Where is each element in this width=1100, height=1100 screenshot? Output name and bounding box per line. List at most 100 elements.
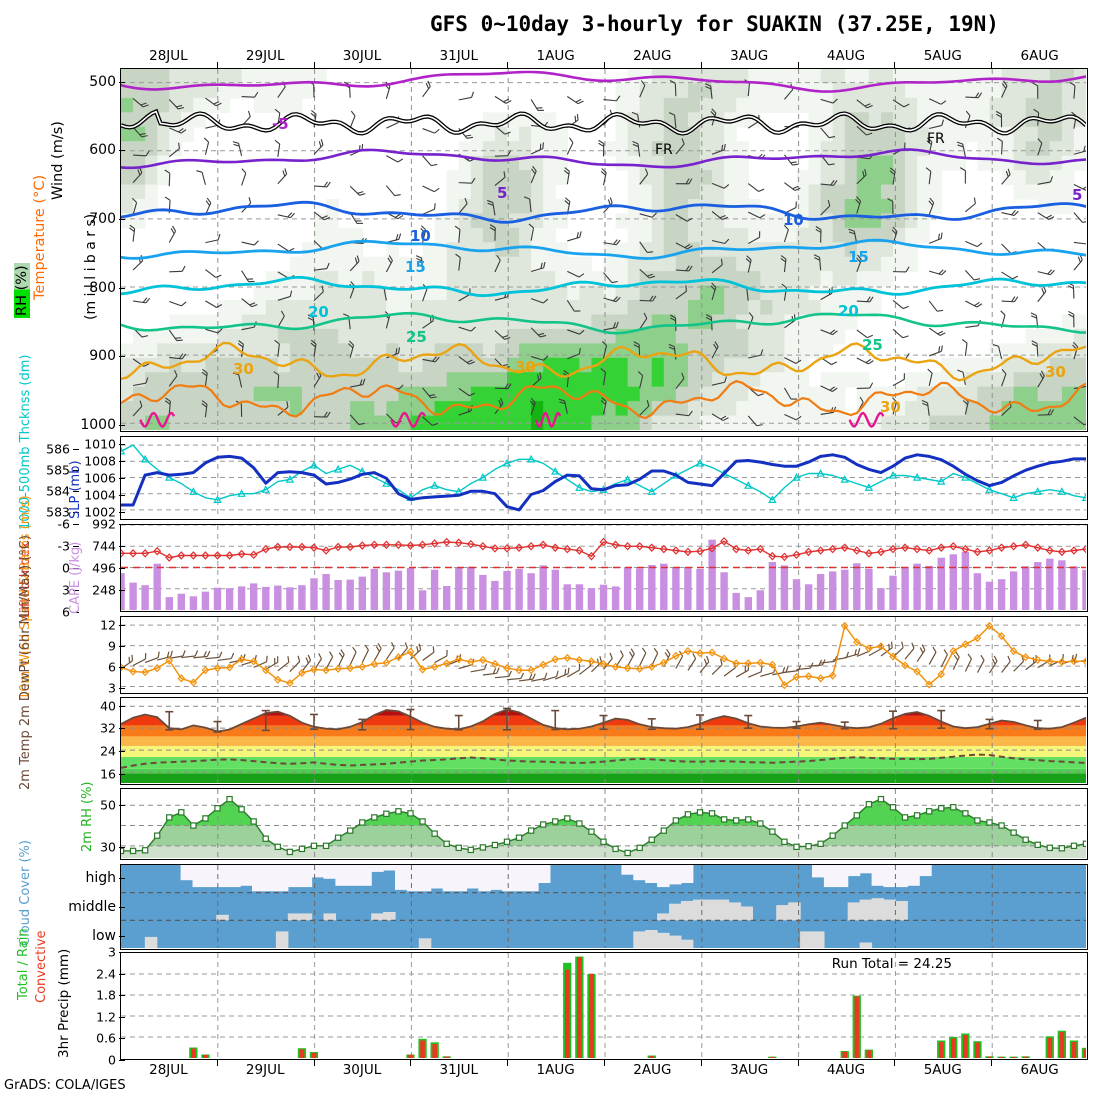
date-label: 29JUL xyxy=(245,48,285,64)
contour-label: 30 xyxy=(233,360,254,378)
date-tick xyxy=(700,1060,702,1066)
axis-tick xyxy=(119,728,125,730)
date-label: 31JUL xyxy=(439,48,479,64)
axis-caption-precip: 3hr Precip (mm) xyxy=(56,948,72,1058)
contour-label: 30 xyxy=(880,398,901,416)
axis-tick-label: 9 xyxy=(108,638,116,654)
sounding-panel xyxy=(120,68,1088,432)
axis-tick-label: 700 xyxy=(89,211,116,228)
axis-tick xyxy=(73,612,79,613)
axis-tick xyxy=(119,688,125,690)
axis-tick xyxy=(119,511,125,513)
contour-label: 20 xyxy=(838,302,859,320)
axis-tick xyxy=(119,750,125,752)
axis-tick-label: 0 xyxy=(62,560,70,576)
slp-thickness-panel xyxy=(120,436,1088,520)
axis-tick-label: -6 xyxy=(57,516,70,532)
axis-tick-label: 0.6 xyxy=(96,1030,116,1046)
axis-tick-label: 585 xyxy=(46,462,70,478)
date-tick xyxy=(797,1060,799,1066)
axis-tick xyxy=(119,907,125,908)
axis-tick xyxy=(119,878,125,880)
axis-tick xyxy=(73,448,79,450)
axis-tick xyxy=(119,568,125,569)
axis-tick-label: 1.2 xyxy=(96,1009,116,1025)
axis-tick-label: -3 xyxy=(57,538,70,554)
date-label: 30JUL xyxy=(342,1062,382,1078)
date-label: 28JUL xyxy=(149,48,188,64)
date-label: 2AUG xyxy=(633,48,672,64)
contour-label: 25 xyxy=(862,336,883,354)
date-tick xyxy=(797,62,799,68)
date-label: 4AUG xyxy=(826,48,866,64)
axis-tick-label: 16 xyxy=(100,766,116,782)
axis-tick-label: 1010 xyxy=(84,436,116,452)
axis-tick-label: 32 xyxy=(100,720,116,736)
date-label: 2AUG xyxy=(633,1062,672,1078)
date-label: 1AUG xyxy=(536,1062,575,1078)
contour-label: 30 xyxy=(515,358,536,376)
date-label: 4AUG xyxy=(826,1062,866,1078)
cloud-level-label: low xyxy=(92,927,116,944)
axis-caption-cape: CAPE (J/kg) xyxy=(68,541,83,614)
date-label: 30JUL xyxy=(342,48,382,64)
date-label: 6AUG xyxy=(1020,1062,1059,1078)
axis-tick-label: 1000 xyxy=(80,417,116,434)
contour-label: 15 xyxy=(848,248,869,266)
axis-tick xyxy=(119,461,125,463)
axis-tick xyxy=(119,150,125,152)
axis-tick xyxy=(73,469,79,471)
contour-label: 5 xyxy=(1072,186,1083,204)
axis-tick xyxy=(73,568,79,569)
contour-label: 20 xyxy=(308,303,329,321)
date-tick xyxy=(313,62,315,68)
freezing-level-label: FR xyxy=(655,142,673,158)
axis-tick-label: 584 xyxy=(46,483,70,499)
axis-tick xyxy=(119,705,125,707)
contour-label: -5 xyxy=(272,115,289,133)
axis-caption-temp2m: 2m Temp 2m DewPt (6hr Min/Max) (°C) xyxy=(18,535,33,790)
contour-label: 10 xyxy=(783,211,804,229)
axis-tick-label: 583 xyxy=(46,504,70,520)
cloud-level-label: high xyxy=(85,870,116,887)
rh2m-panel xyxy=(120,788,1088,860)
date-label: 1AUG xyxy=(536,48,575,64)
axis-tick xyxy=(73,524,79,525)
axis-tick-label: 1.8 xyxy=(96,987,116,1003)
axis-tick xyxy=(119,524,125,525)
date-tick xyxy=(894,62,896,68)
axis-caption-precip-conv: Convective xyxy=(34,930,49,1003)
contour-label: 25 xyxy=(406,328,427,346)
axis-tick xyxy=(119,804,125,806)
axis-tick-label: 12 xyxy=(100,617,116,632)
date-label: 29JUL xyxy=(245,1062,285,1078)
axis-tick-label: 500 xyxy=(89,73,116,90)
cloud-level-label: middle xyxy=(68,899,116,915)
axis-tick xyxy=(119,1038,125,1040)
axis-tick xyxy=(119,444,125,446)
date-label: 31JUL xyxy=(439,1062,479,1078)
freezing-level-label: FR xyxy=(927,131,945,147)
cloud-cover-panel xyxy=(120,864,1088,950)
temp2m-panel xyxy=(120,697,1088,785)
contour-label: 5 xyxy=(497,184,508,202)
axis-tick xyxy=(119,546,125,547)
axis-tick-label: 496 xyxy=(92,560,116,576)
date-tick xyxy=(507,62,509,68)
axis-tick xyxy=(119,287,125,289)
axis-tick xyxy=(119,973,125,975)
contour-label: 15 xyxy=(405,258,426,276)
axis-tick-label: 6 xyxy=(108,659,116,675)
axis-tick-label: 1002 xyxy=(84,504,116,520)
date-label: 5AUG xyxy=(923,1062,962,1078)
axis-caption-slp: SLP (mb) xyxy=(68,460,83,519)
axis-tick xyxy=(119,995,125,997)
credit-text: GrADS: COLA/IGES xyxy=(4,1078,126,1093)
cape-lifted-index-panel xyxy=(120,524,1088,612)
axis-tick-label: 0 xyxy=(108,1052,116,1068)
axis-tick xyxy=(119,81,125,83)
axis-tick xyxy=(119,952,125,953)
axis-tick-label: 3 xyxy=(62,582,70,598)
axis-tick xyxy=(119,425,125,427)
axis-tick xyxy=(119,219,125,221)
